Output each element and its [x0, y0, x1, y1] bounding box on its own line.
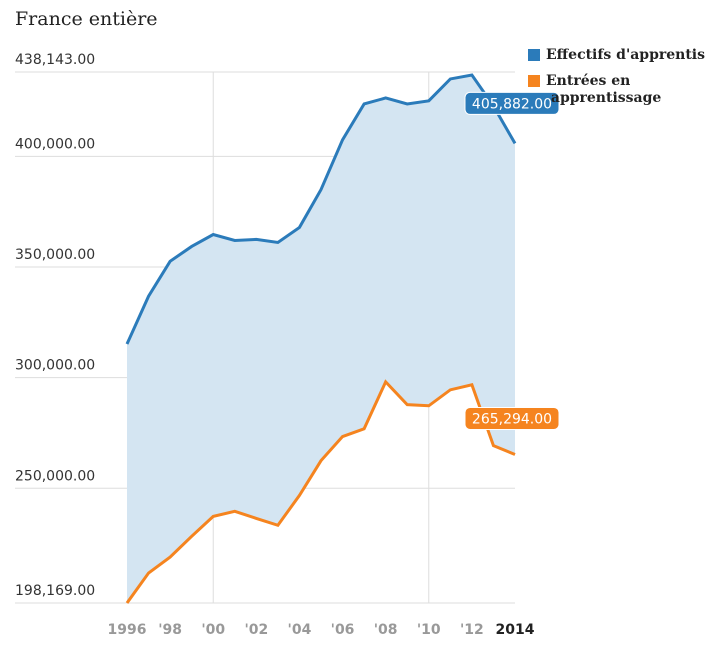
x-tick-label: 2014: [496, 622, 535, 638]
line: [125, 73, 517, 345]
area-between: [127, 74, 515, 604]
value-label: 265,294.00: [472, 411, 552, 427]
x-tick-label: 1996: [108, 622, 147, 638]
x-tick-label: '98: [158, 622, 182, 638]
x-tick-label: '06: [331, 622, 355, 638]
legend-swatch: [528, 49, 540, 61]
x-tick-label: '10: [417, 622, 441, 638]
legend-swatch: [528, 75, 540, 87]
y-tick-label: 198,169.00: [15, 583, 95, 599]
x-tick-label: '04: [288, 622, 312, 638]
value-badge: [464, 406, 560, 430]
legend-label: Effectifs d'apprentis: [546, 47, 705, 63]
value-badge: [464, 91, 560, 115]
y-tick-label: 438,143.00: [15, 52, 95, 68]
y-tick-label: 300,000.00: [15, 358, 95, 374]
x-tick-label: '08: [374, 622, 398, 638]
x-tick-label: '02: [244, 622, 268, 638]
value-label: 405,882.00: [472, 96, 552, 112]
legend-label: Entrées en apprentissage: [546, 73, 661, 106]
chart-title: France entière: [15, 8, 158, 30]
y-tick-label: 250,000.00: [15, 468, 95, 484]
x-tick-label: '12: [460, 622, 484, 638]
y-tick-label: 400,000.00: [15, 136, 95, 152]
line: [125, 379, 516, 604]
y-tick-label: 350,000.00: [15, 247, 95, 263]
x-tick-label: '00: [201, 622, 225, 638]
